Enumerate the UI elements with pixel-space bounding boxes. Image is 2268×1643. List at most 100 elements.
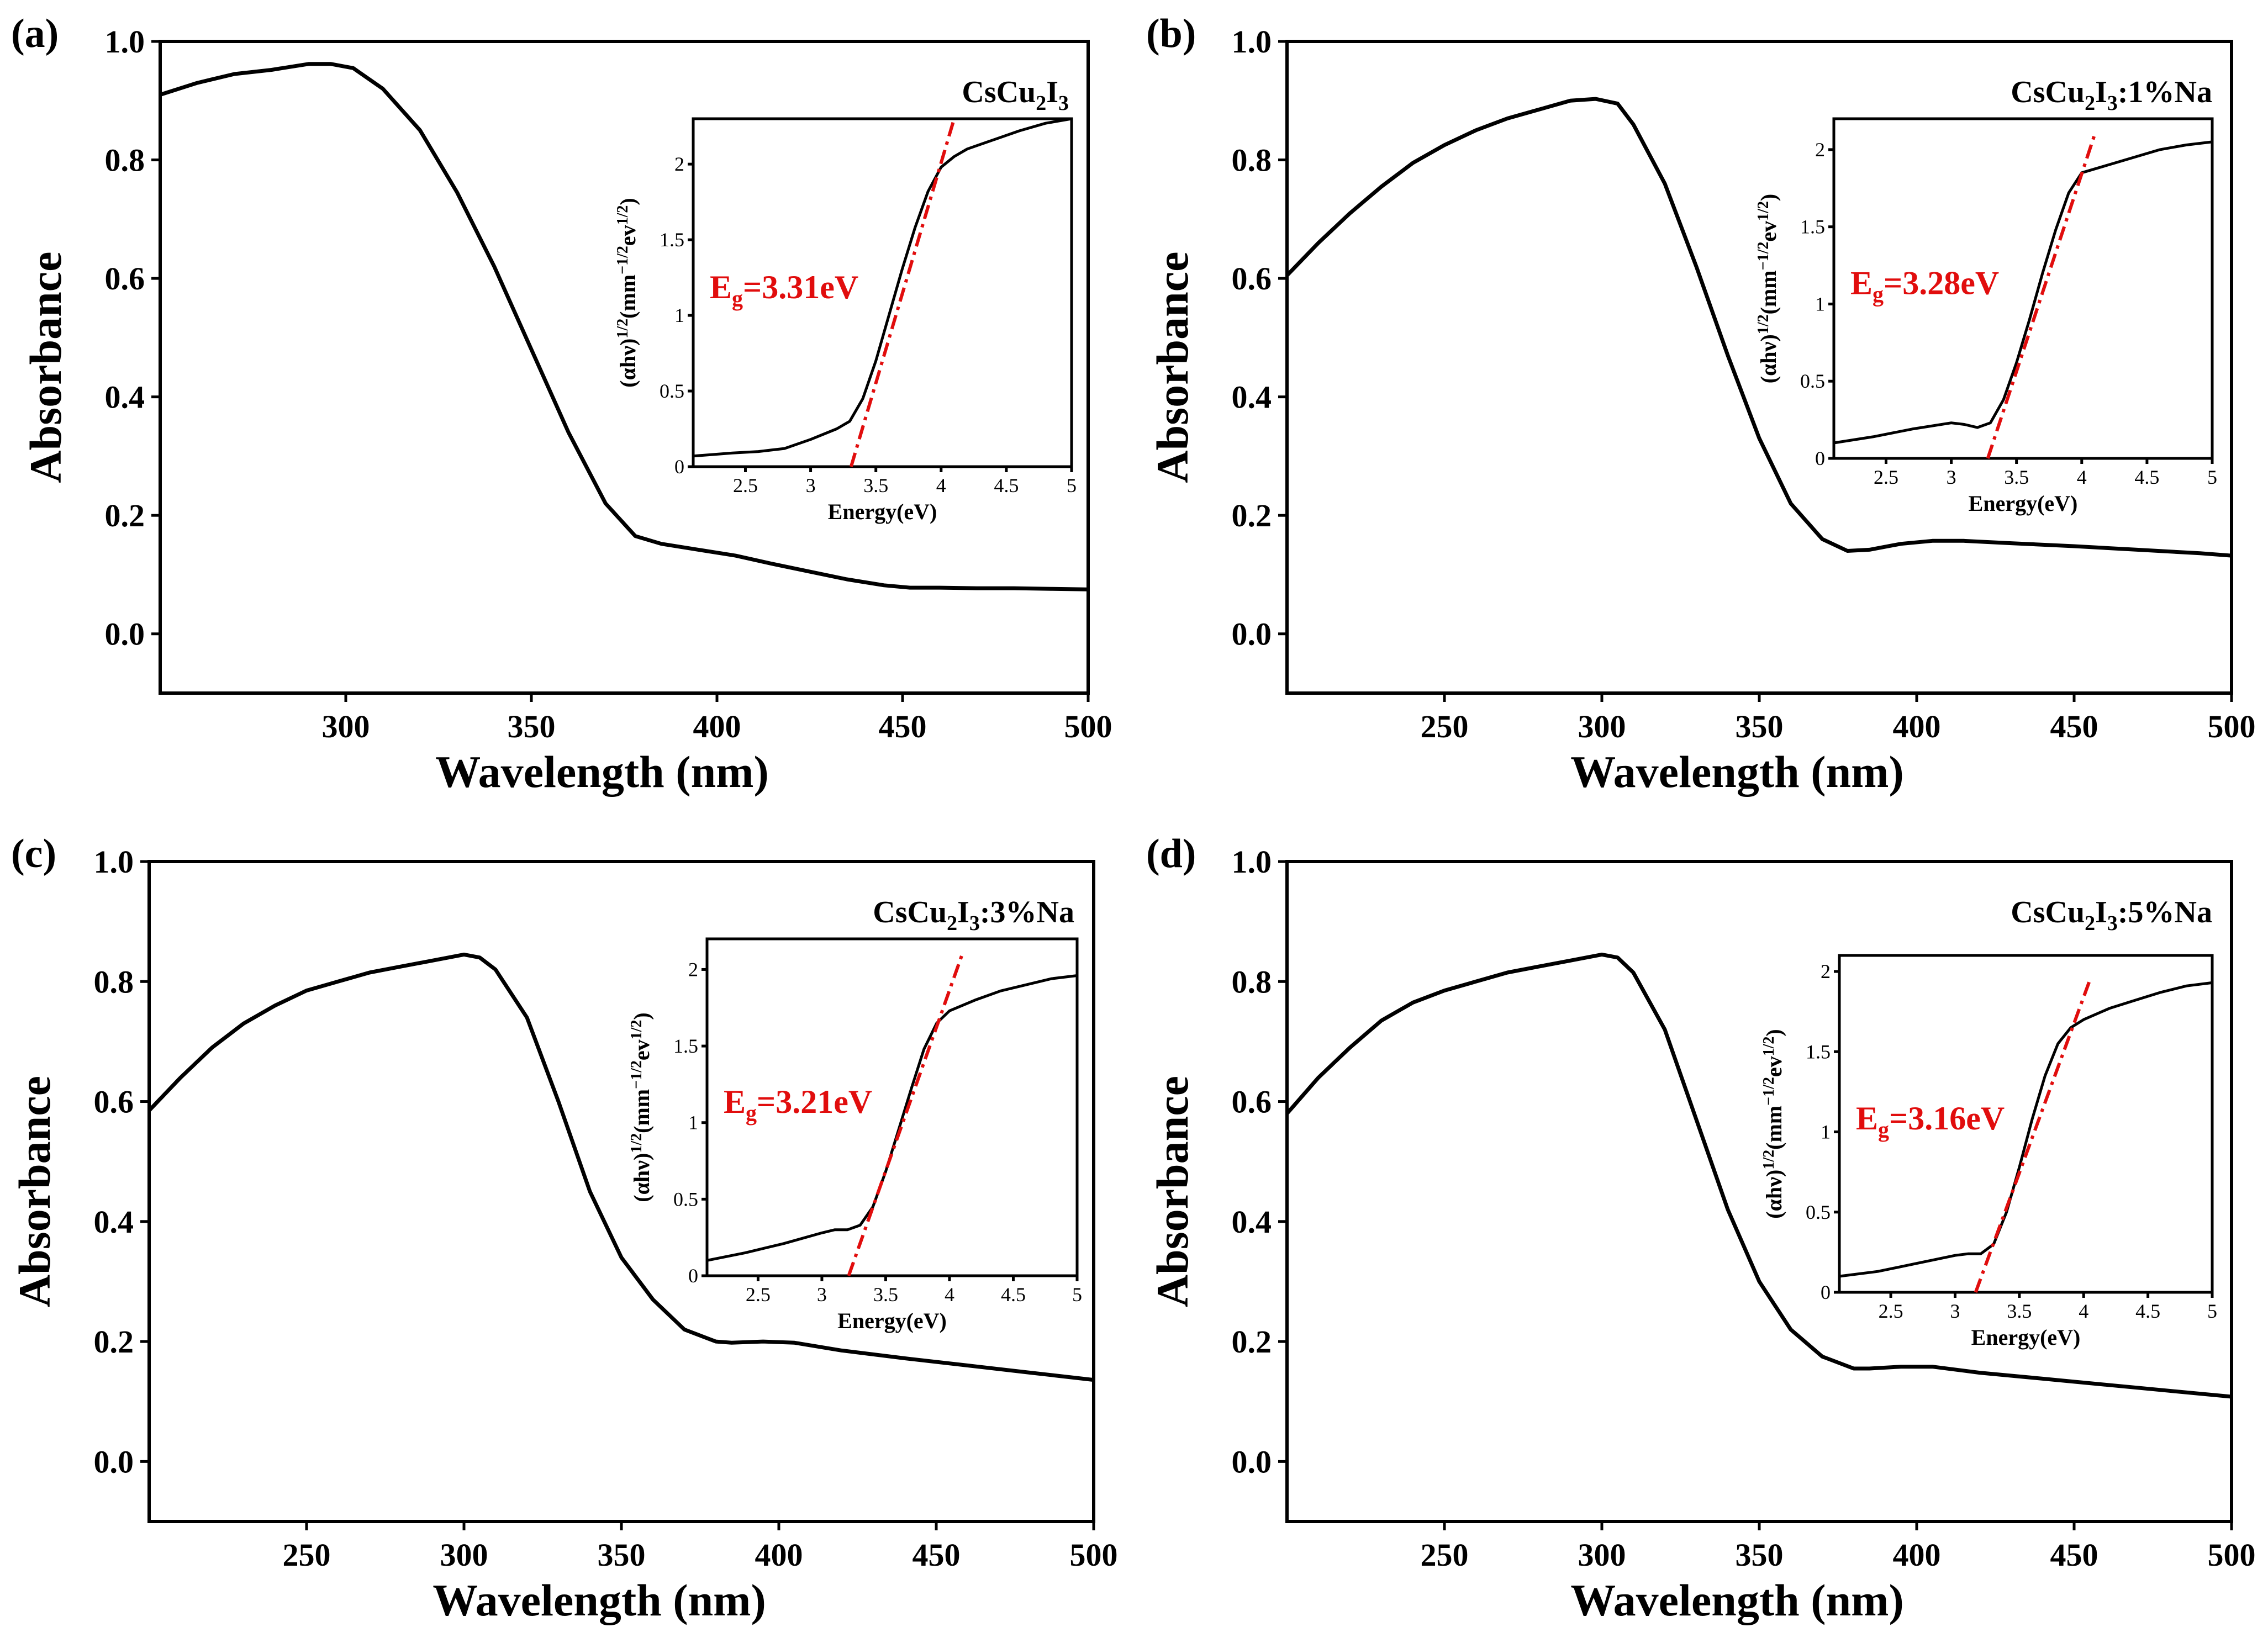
y-tick-label: 1.0 <box>94 844 134 880</box>
inset-x-tick-label: 3 <box>817 1283 827 1306</box>
inset-y-tick-label: 2 <box>1821 960 1831 982</box>
y-tick-label: 0.8 <box>1232 142 1272 178</box>
inset-tauc-plot: 0 0.5 1 1.5 2 2.5 3 3.5 4 4.5 5 Energy(eV) (αhν)1/2(… <box>1760 954 2217 1350</box>
x-tick-label: 250 <box>1421 1537 1469 1573</box>
inset-tauc-plot: 0 0.5 1 1.5 2 2.5 3 3.5 4 4.5 5 Energy(eV) (αhν)1/2(… <box>614 117 1077 524</box>
inset-x-tick-label: 4 <box>945 1283 954 1306</box>
x-tick-label: 250 <box>283 1537 331 1573</box>
absorbance-curve <box>147 952 1094 1382</box>
inset-y-tick-label: 1 <box>688 1112 698 1134</box>
inset-x-tick-label: 4 <box>936 474 946 496</box>
tauc-curve <box>693 117 1072 458</box>
y-tick-label: 0.8 <box>94 964 134 1000</box>
inset-y-tick-label: 0 <box>688 1265 698 1287</box>
inset-x-label: Energy(eV) <box>837 1308 947 1333</box>
inset-x-tick-label: 5 <box>1072 1283 1082 1306</box>
absorbance-curve <box>1285 952 2232 1399</box>
sample-label: CsCu2I3:3%Na <box>873 895 1074 935</box>
inset-x-tick-label: 3.5 <box>863 474 888 496</box>
inset-tauc-plot: 0 0.5 1 1.5 2 2.5 3 3.5 4 4.5 5 Energy(eV) (αhν)1/2(… <box>1755 117 2217 516</box>
inset-y-tick-label: 0 <box>1815 447 1825 469</box>
inset-x-tick-label: 3.5 <box>2004 466 2029 488</box>
inset-y-tick-label: 0.5 <box>1806 1201 1831 1223</box>
x-tick-label: 400 <box>693 709 741 744</box>
y-tick-label: 0.4 <box>1232 1204 1272 1240</box>
inset-y-tick-label: 0.5 <box>673 1188 698 1210</box>
y-axis-label: Absorbance <box>1147 251 1198 483</box>
y-tick-label: 1.0 <box>105 24 145 60</box>
x-tick-label: 500 <box>1070 1537 1118 1573</box>
y-tick-label: 0.0 <box>105 616 145 652</box>
inset-y-tick-label: 2 <box>688 958 698 980</box>
panel-label: (a) <box>11 11 59 56</box>
sample-label: CsCu2I3:5%Na <box>2011 895 2212 935</box>
bandgap-fit-line <box>1974 979 2092 1293</box>
inset-y-tick-label: 1 <box>1815 293 1825 315</box>
x-axis-label: Wavelength (nm) <box>432 1575 766 1625</box>
inset-x-tick-label: 3 <box>1947 466 1956 488</box>
bandgap-label: Eg=3.16eV <box>1856 1100 2005 1142</box>
absorbance-curve <box>159 62 1089 591</box>
y-tick-label: 0.2 <box>1232 1324 1272 1360</box>
inset-y-tick-label: 2 <box>674 153 684 175</box>
y-tick-label: 0.6 <box>1232 1084 1272 1120</box>
sample-label: CsCu2I3 <box>962 75 1069 115</box>
x-tick-label: 450 <box>2050 709 2098 744</box>
inset-y-tick-label: 1.5 <box>660 229 684 251</box>
inset-x-tick-label: 5 <box>2207 1300 2217 1322</box>
x-axis-label: Wavelength (nm) <box>435 747 769 797</box>
inset-x-tick-label: 3 <box>1950 1300 1960 1322</box>
y-tick-label: 0.4 <box>105 379 145 415</box>
x-tick-label: 300 <box>1578 709 1626 744</box>
x-tick-label: 450 <box>913 1537 961 1573</box>
y-tick-label: 0.2 <box>105 498 145 533</box>
inset-x-tick-label: 4.5 <box>994 474 1019 496</box>
inset-y-label: (αhν)1/2(mm−1/2ev1/2) <box>1760 1029 1786 1218</box>
x-tick-label: 400 <box>1893 1537 1941 1573</box>
inset-x-tick-label: 2.5 <box>746 1283 771 1306</box>
bandgap-fit-line <box>849 118 956 467</box>
inset-y-tick-label: 0.5 <box>660 380 684 402</box>
inset-x-tick-label: 5 <box>1067 474 1077 496</box>
inset-x-label: Energy(eV) <box>1969 491 2078 516</box>
x-tick-label: 350 <box>598 1537 646 1573</box>
inset-x-tick-label: 4.5 <box>2134 466 2159 488</box>
bandgap-label: Eg=3.28eV <box>1850 265 1999 307</box>
x-tick-label: 450 <box>879 709 927 744</box>
inset-y-tick-label: 0 <box>1821 1281 1831 1303</box>
panel-label: (c) <box>11 831 56 876</box>
inset-y-tick-label: 1 <box>1821 1121 1831 1143</box>
x-tick-label: 400 <box>755 1537 803 1573</box>
y-tick-label: 0.2 <box>94 1324 134 1360</box>
x-tick-label: 500 <box>1064 709 1112 744</box>
inset-x-tick-label: 4 <box>2077 466 2087 488</box>
sample-label: CsCu2I3:1%Na <box>2011 75 2212 115</box>
y-tick-label: 1.0 <box>1232 24 1272 60</box>
y-tick-label: 0.4 <box>94 1204 134 1240</box>
y-tick-label: 0.0 <box>1232 616 1272 652</box>
inset-y-tick-label: 0 <box>674 456 684 478</box>
x-tick-label: 350 <box>1736 1537 1784 1573</box>
tauc-curve <box>1833 140 2213 445</box>
y-axis-label: Absorbance <box>1147 1076 1198 1307</box>
inset-y-label: (αhν)1/2(mm−1/2ev1/2) <box>628 1012 654 1202</box>
x-tick-label: 450 <box>2050 1537 2098 1573</box>
plot-frame <box>159 40 1090 695</box>
panel-label: (b) <box>1146 11 1196 56</box>
y-tick-label: 0.8 <box>105 142 145 178</box>
inset-x-tick-label: 2.5 <box>733 474 758 496</box>
inset-y-tick-label: 1.5 <box>1806 1040 1831 1063</box>
x-tick-label: 300 <box>1578 1537 1626 1573</box>
x-axis-label: Wavelength (nm) <box>1570 747 1904 797</box>
y-tick-label: 1.0 <box>1232 844 1272 880</box>
inset-y-tick-label: 0.5 <box>1800 370 1825 392</box>
inset-x-tick-label: 4 <box>2079 1300 2088 1322</box>
x-tick-label: 250 <box>1421 709 1469 744</box>
y-tick-label: 0.6 <box>94 1084 134 1120</box>
inset-y-tick-label: 1 <box>674 304 684 326</box>
y-tick-label: 0.6 <box>1232 261 1272 297</box>
inset-frame <box>1838 954 2214 1294</box>
